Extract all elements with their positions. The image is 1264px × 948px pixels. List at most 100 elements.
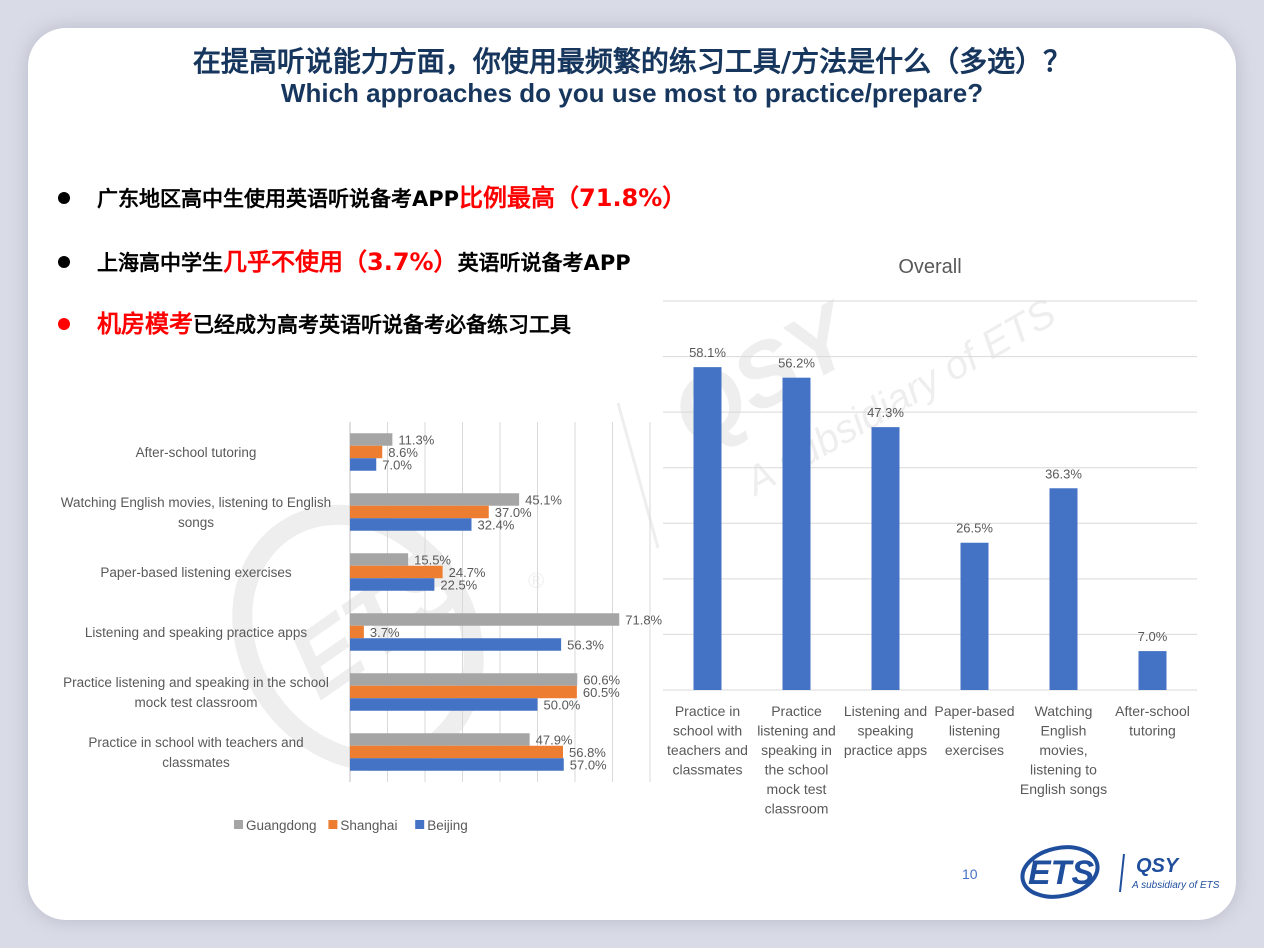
page-title-en: Which approaches do you use most to prac… xyxy=(280,78,984,108)
data-label: 3.7% xyxy=(370,625,400,640)
bar-overall xyxy=(1049,488,1078,690)
legend-label-shanghai: Shanghai xyxy=(340,818,397,833)
category-label: Watching English movies, listening to En… xyxy=(61,495,331,510)
category-label: Paper-based xyxy=(934,703,1014,719)
category-label: the school xyxy=(765,762,829,778)
bar-shanghai xyxy=(350,445,383,459)
legend-swatch-beijing xyxy=(415,820,425,829)
bar-beijing xyxy=(350,578,435,591)
bar-guangdong xyxy=(350,613,620,626)
category-label: listening to xyxy=(1030,762,1097,778)
data-label: 45.1% xyxy=(525,492,562,507)
data-label: 37.0% xyxy=(495,505,532,520)
bar-beijing xyxy=(350,518,472,531)
page-title-zh: 在提高听说能力方面，你使用最频繁的练习工具/方法是什么（多选）？ xyxy=(192,45,1072,78)
bar-guangdong xyxy=(350,553,409,566)
data-label: 56.2% xyxy=(778,356,815,371)
bar-guangdong xyxy=(350,493,520,506)
category-label: Practice in xyxy=(675,703,740,719)
data-label: 32.4% xyxy=(478,517,515,532)
bar-guangdong xyxy=(350,733,530,746)
bullet-dot-icon xyxy=(58,318,70,330)
bullet-1: 广东地区高中生使用英语听说备考APP比例最高（71.8%） xyxy=(58,178,686,213)
category-label: classmates xyxy=(672,762,742,778)
category-label: tutoring xyxy=(1129,723,1176,739)
data-label: 47.9% xyxy=(536,732,573,747)
bar-shanghai xyxy=(350,505,489,519)
bullet-1-text: 广东地区高中生使用英语听说备考APP xyxy=(97,187,460,211)
bullet-2-highlight: 几乎不使用（3.7%） xyxy=(223,248,458,276)
data-label: 58.1% xyxy=(689,345,726,360)
bullet-2-text: 上海高中学生 xyxy=(97,251,223,275)
category-label: mock test xyxy=(767,781,827,797)
category-label: Listening and speaking practice apps xyxy=(85,625,307,640)
bar-shanghai xyxy=(350,625,364,639)
data-label: 71.8% xyxy=(625,612,662,627)
bar-beijing xyxy=(350,638,562,651)
bar-shanghai xyxy=(350,745,563,759)
data-label: 11.3% xyxy=(398,432,434,447)
category-label: Practice in school with teachers and xyxy=(88,735,303,750)
ets-qsy-logo: ETS QSY A subsidiary of ETS xyxy=(1020,845,1220,899)
logo-ets: ETS xyxy=(1028,854,1094,892)
category-label: teachers and xyxy=(667,742,748,758)
bar-overall xyxy=(1138,651,1167,690)
bar-overall xyxy=(782,377,811,690)
data-label: 47.3% xyxy=(867,405,904,420)
data-label: 22.5% xyxy=(440,577,477,592)
category-label: Practice xyxy=(771,703,822,719)
category-label: school with xyxy=(673,723,742,739)
bullet-dot-icon xyxy=(58,192,70,204)
bar-shanghai xyxy=(350,685,577,699)
data-label: 57.0% xyxy=(570,757,607,772)
category-label: Listening and xyxy=(844,703,927,719)
data-label: 60.5% xyxy=(583,685,620,700)
category-label: listening and xyxy=(757,723,836,739)
data-label: 56.8% xyxy=(569,745,606,760)
overall-bar-chart: Overall 58.1% Practice in school with teache… xyxy=(663,256,1197,817)
category-label: speaking xyxy=(857,723,913,739)
data-label: 24.7% xyxy=(449,565,486,580)
bar-guangdong xyxy=(350,673,578,686)
data-label: 7.0% xyxy=(382,457,412,472)
data-label: 15.5% xyxy=(414,552,451,567)
legend-label-guangdong: Guangdong xyxy=(246,818,317,833)
bar-overall xyxy=(871,427,900,690)
category-label: movies, xyxy=(1039,742,1087,758)
data-label: 56.3% xyxy=(567,637,604,652)
bullet-2-text-end: 英语听说备考APP xyxy=(457,251,631,275)
bar-overall xyxy=(960,542,989,690)
bar-beijing xyxy=(350,458,377,471)
bullet-3-highlight: 机房模考 xyxy=(97,310,193,338)
category-label: classroom xyxy=(765,801,829,817)
category-label: After-school tutoring xyxy=(136,445,257,460)
category-label: listening xyxy=(949,723,1000,739)
data-label: 7.0% xyxy=(1138,629,1168,644)
slide: ETS ® QSY A subsidiary of ETS 在提高听说能力方面，… xyxy=(28,28,1236,920)
category-label: English xyxy=(1041,723,1087,739)
bullet-2: 上海高中学生几乎不使用（3.7%）英语听说备考APP xyxy=(58,242,631,277)
bar-beijing xyxy=(350,698,538,711)
regional-bar-chart: After-school tutoring 11.3%8.6%7.0% Watchi… xyxy=(61,422,663,833)
bar-beijing xyxy=(350,758,564,771)
page-number: 10 xyxy=(962,866,978,882)
chart-title: Overall xyxy=(898,256,961,278)
bullet-3-text: 已经成为高考英语听说备考必备练习工具 xyxy=(193,313,571,337)
category-label: classmates xyxy=(162,755,230,770)
category-label: mock test classroom xyxy=(134,695,257,710)
category-label: English songs xyxy=(1020,781,1107,797)
legend-swatch-shanghai xyxy=(328,820,338,829)
data-label: 50.0% xyxy=(544,697,581,712)
legend-swatch-guangdong xyxy=(234,820,243,829)
data-label: 36.3% xyxy=(1045,466,1082,481)
data-label: 26.5% xyxy=(956,521,993,536)
bullet-3: 机房模考已经成为高考英语听说备考必备练习工具 xyxy=(58,304,571,339)
category-label: speaking in xyxy=(761,742,832,758)
logo-qsy: QSY xyxy=(1136,855,1180,877)
bar-shanghai xyxy=(350,565,443,579)
legend-label-beijing: Beijing xyxy=(427,818,468,833)
category-label: exercises xyxy=(945,742,1004,758)
data-label: 8.6% xyxy=(388,445,418,460)
logo-sub: A subsidiary of ETS xyxy=(1131,880,1220,891)
bullet-1-highlight: 比例最高（71.8%） xyxy=(459,184,687,212)
